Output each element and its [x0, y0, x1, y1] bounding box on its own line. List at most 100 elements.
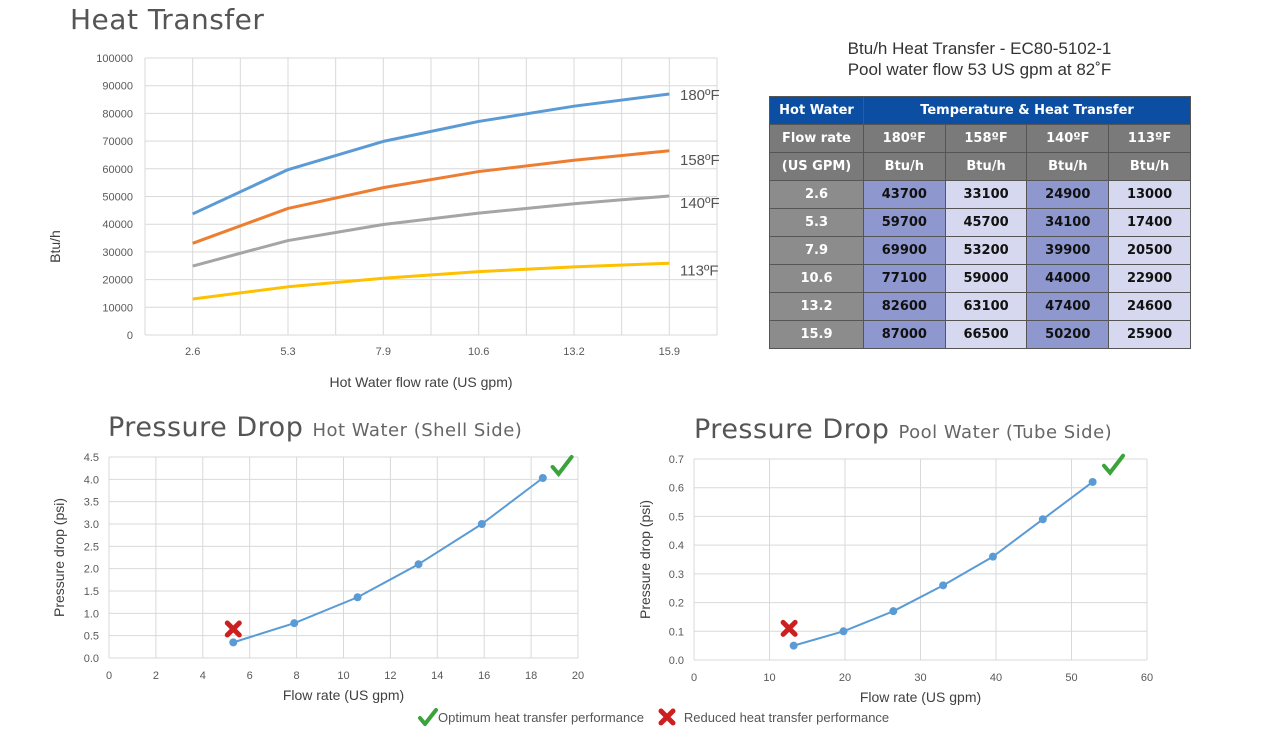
pressure-hot-title: Pressure Drop Hot Water (Shell Side)	[108, 412, 522, 443]
x-tick-label: 14	[431, 670, 443, 682]
y-tick-label: 100000	[96, 53, 133, 65]
x-tick-label: 50	[1065, 672, 1077, 684]
table-header-row-1: Hot Water Temperature & Heat Transfer	[769, 96, 1191, 125]
checkmark-icon	[550, 454, 574, 478]
x-tick-label: 18	[525, 670, 537, 682]
y-tick-label: 0.5	[669, 511, 684, 523]
x-tick-label: 16	[478, 670, 490, 682]
data-point	[789, 641, 798, 650]
flow-cell: 7.9	[769, 236, 864, 265]
x-tick-label: 30	[914, 672, 926, 684]
value-cell: 39900	[1026, 236, 1110, 265]
x-tick-label: 4	[200, 670, 206, 682]
table-row: 15.9 87000 66500 50200 25900	[769, 320, 1191, 349]
x-tick-label: 20	[839, 672, 851, 684]
series-line-158	[192, 149, 670, 245]
table-caption: Btu/h Heat Transfer - EC80-5102-1 Pool w…	[769, 38, 1190, 80]
x-tick-label: 8	[294, 670, 300, 682]
x-axis-label: Hot Water flow rate (US gpm)	[329, 374, 512, 390]
y-tick-label: 0.0	[669, 655, 684, 667]
data-point	[477, 520, 486, 528]
data-point	[939, 581, 948, 590]
x-tick-label: 2.6	[185, 346, 200, 358]
y-tick-label: 20000	[102, 275, 133, 287]
value-cell: 22900	[1108, 264, 1191, 293]
table-row: 10.6 77100 59000 44000 22900	[769, 264, 1191, 293]
value-cell: 20500	[1108, 236, 1191, 265]
checkmark-icon	[418, 708, 438, 726]
data-point	[1088, 477, 1097, 486]
y-tick-label: 1.5	[84, 586, 99, 598]
x-tick-label: 40	[990, 672, 1002, 684]
value-cell: 13000	[1108, 180, 1191, 209]
pressure-hot-title-main: Pressure Drop	[108, 412, 304, 443]
x-tick-label: 0	[106, 670, 112, 682]
value-cell: 53200	[944, 236, 1028, 265]
data-point	[538, 473, 547, 482]
y-axis-label: Pressure drop (psi)	[637, 500, 653, 619]
x-tick-label: 10	[337, 670, 349, 682]
series-label: 140ºF	[680, 195, 720, 212]
value-cell: 17400	[1108, 208, 1191, 237]
value-cell: 87000	[863, 320, 946, 349]
y-tick-label: 80000	[102, 108, 133, 120]
series-label: 158ºF	[680, 152, 720, 169]
x-tick-label: 20	[572, 670, 584, 682]
heat-transfer-table: Hot Water Temperature & Heat Transfer Fl…	[769, 96, 1191, 349]
series-line-140	[192, 194, 670, 268]
header-temperature-heat-transfer: Temperature & Heat Transfer	[863, 96, 1191, 125]
table-row: 7.9 69900 53200 39900 20500	[769, 236, 1191, 265]
series-line	[793, 481, 1094, 647]
y-axis-label: Pressure drop (psi)	[51, 498, 67, 617]
header-temp-140: 140ºF	[1026, 124, 1110, 153]
value-cell: 59000	[944, 264, 1028, 293]
table-row: 13.2 82600 63100 47400 24600	[769, 292, 1191, 321]
cross-icon	[224, 620, 242, 638]
data-point	[1038, 515, 1047, 524]
x-axis-label: Flow rate (US gpm)	[860, 689, 981, 705]
flow-cell: 15.9	[769, 320, 864, 349]
value-cell: 24600	[1108, 292, 1191, 321]
value-cell: 33100	[944, 180, 1028, 209]
cross-icon	[780, 619, 798, 637]
data-point	[889, 607, 898, 616]
header-temp-180: 180ºF	[863, 124, 946, 153]
checkmark-icon	[1102, 453, 1126, 476]
legend: Optimum heat transfer performance Reduce…	[418, 708, 889, 726]
data-point	[988, 552, 997, 561]
value-cell: 34100	[1026, 208, 1110, 237]
heat-transfer-title: Heat Transfer	[70, 3, 265, 36]
y-tick-label: 0.3	[669, 569, 684, 581]
header-hot-water: Hot Water	[769, 96, 864, 125]
y-tick-label: 50000	[102, 192, 133, 204]
x-tick-label: 6	[247, 670, 253, 682]
y-tick-label: 0.6	[669, 483, 684, 495]
y-tick-label: 0.7	[669, 454, 684, 466]
legend-optimum-label: Optimum heat transfer performance	[438, 709, 644, 725]
y-tick-label: 4.5	[84, 452, 99, 464]
pressure-drop-pool-chart: 0.0 0.1 0.2 0.3 0.4 0.5 0.6 0.7 0 10 20 30 40 50 60 Flo…	[637, 453, 1153, 705]
value-cell: 47400	[1026, 292, 1110, 321]
y-tick-label: 60000	[102, 164, 133, 176]
x-tick-label: 2	[153, 670, 159, 682]
value-cell: 44000	[1026, 264, 1110, 293]
cross-icon	[658, 708, 676, 726]
table-header-row-3: (US GPM) Btu/h Btu/h Btu/h Btu/h	[769, 152, 1191, 181]
y-tick-label: 70000	[102, 136, 133, 148]
y-tick-label: 4.0	[84, 474, 99, 486]
table-header-row-2: Flow rate 180ºF 158ºF 140ºF 113ºF	[769, 124, 1191, 153]
y-tick-label: 0.1	[669, 626, 684, 638]
flow-cell: 13.2	[769, 292, 864, 321]
header-temp-113: 113ºF	[1108, 124, 1191, 153]
legend-reduced-label: Reduced heat transfer performance	[683, 709, 890, 725]
series-label: 113ºF	[680, 262, 719, 279]
y-tick-label: 0.4	[669, 540, 684, 552]
pressure-hot-title-sub: Hot Water (Shell Side)	[312, 420, 523, 441]
value-cell: 66500	[944, 320, 1028, 349]
x-axis-label: Flow rate (US gpm)	[283, 687, 404, 703]
series-label: 180ºF	[680, 87, 720, 104]
y-tick-label: 0.0	[84, 653, 99, 665]
value-cell: 59700	[863, 208, 946, 237]
x-tick-label: 60	[1141, 672, 1153, 684]
y-tick-label: 3.5	[84, 497, 99, 509]
